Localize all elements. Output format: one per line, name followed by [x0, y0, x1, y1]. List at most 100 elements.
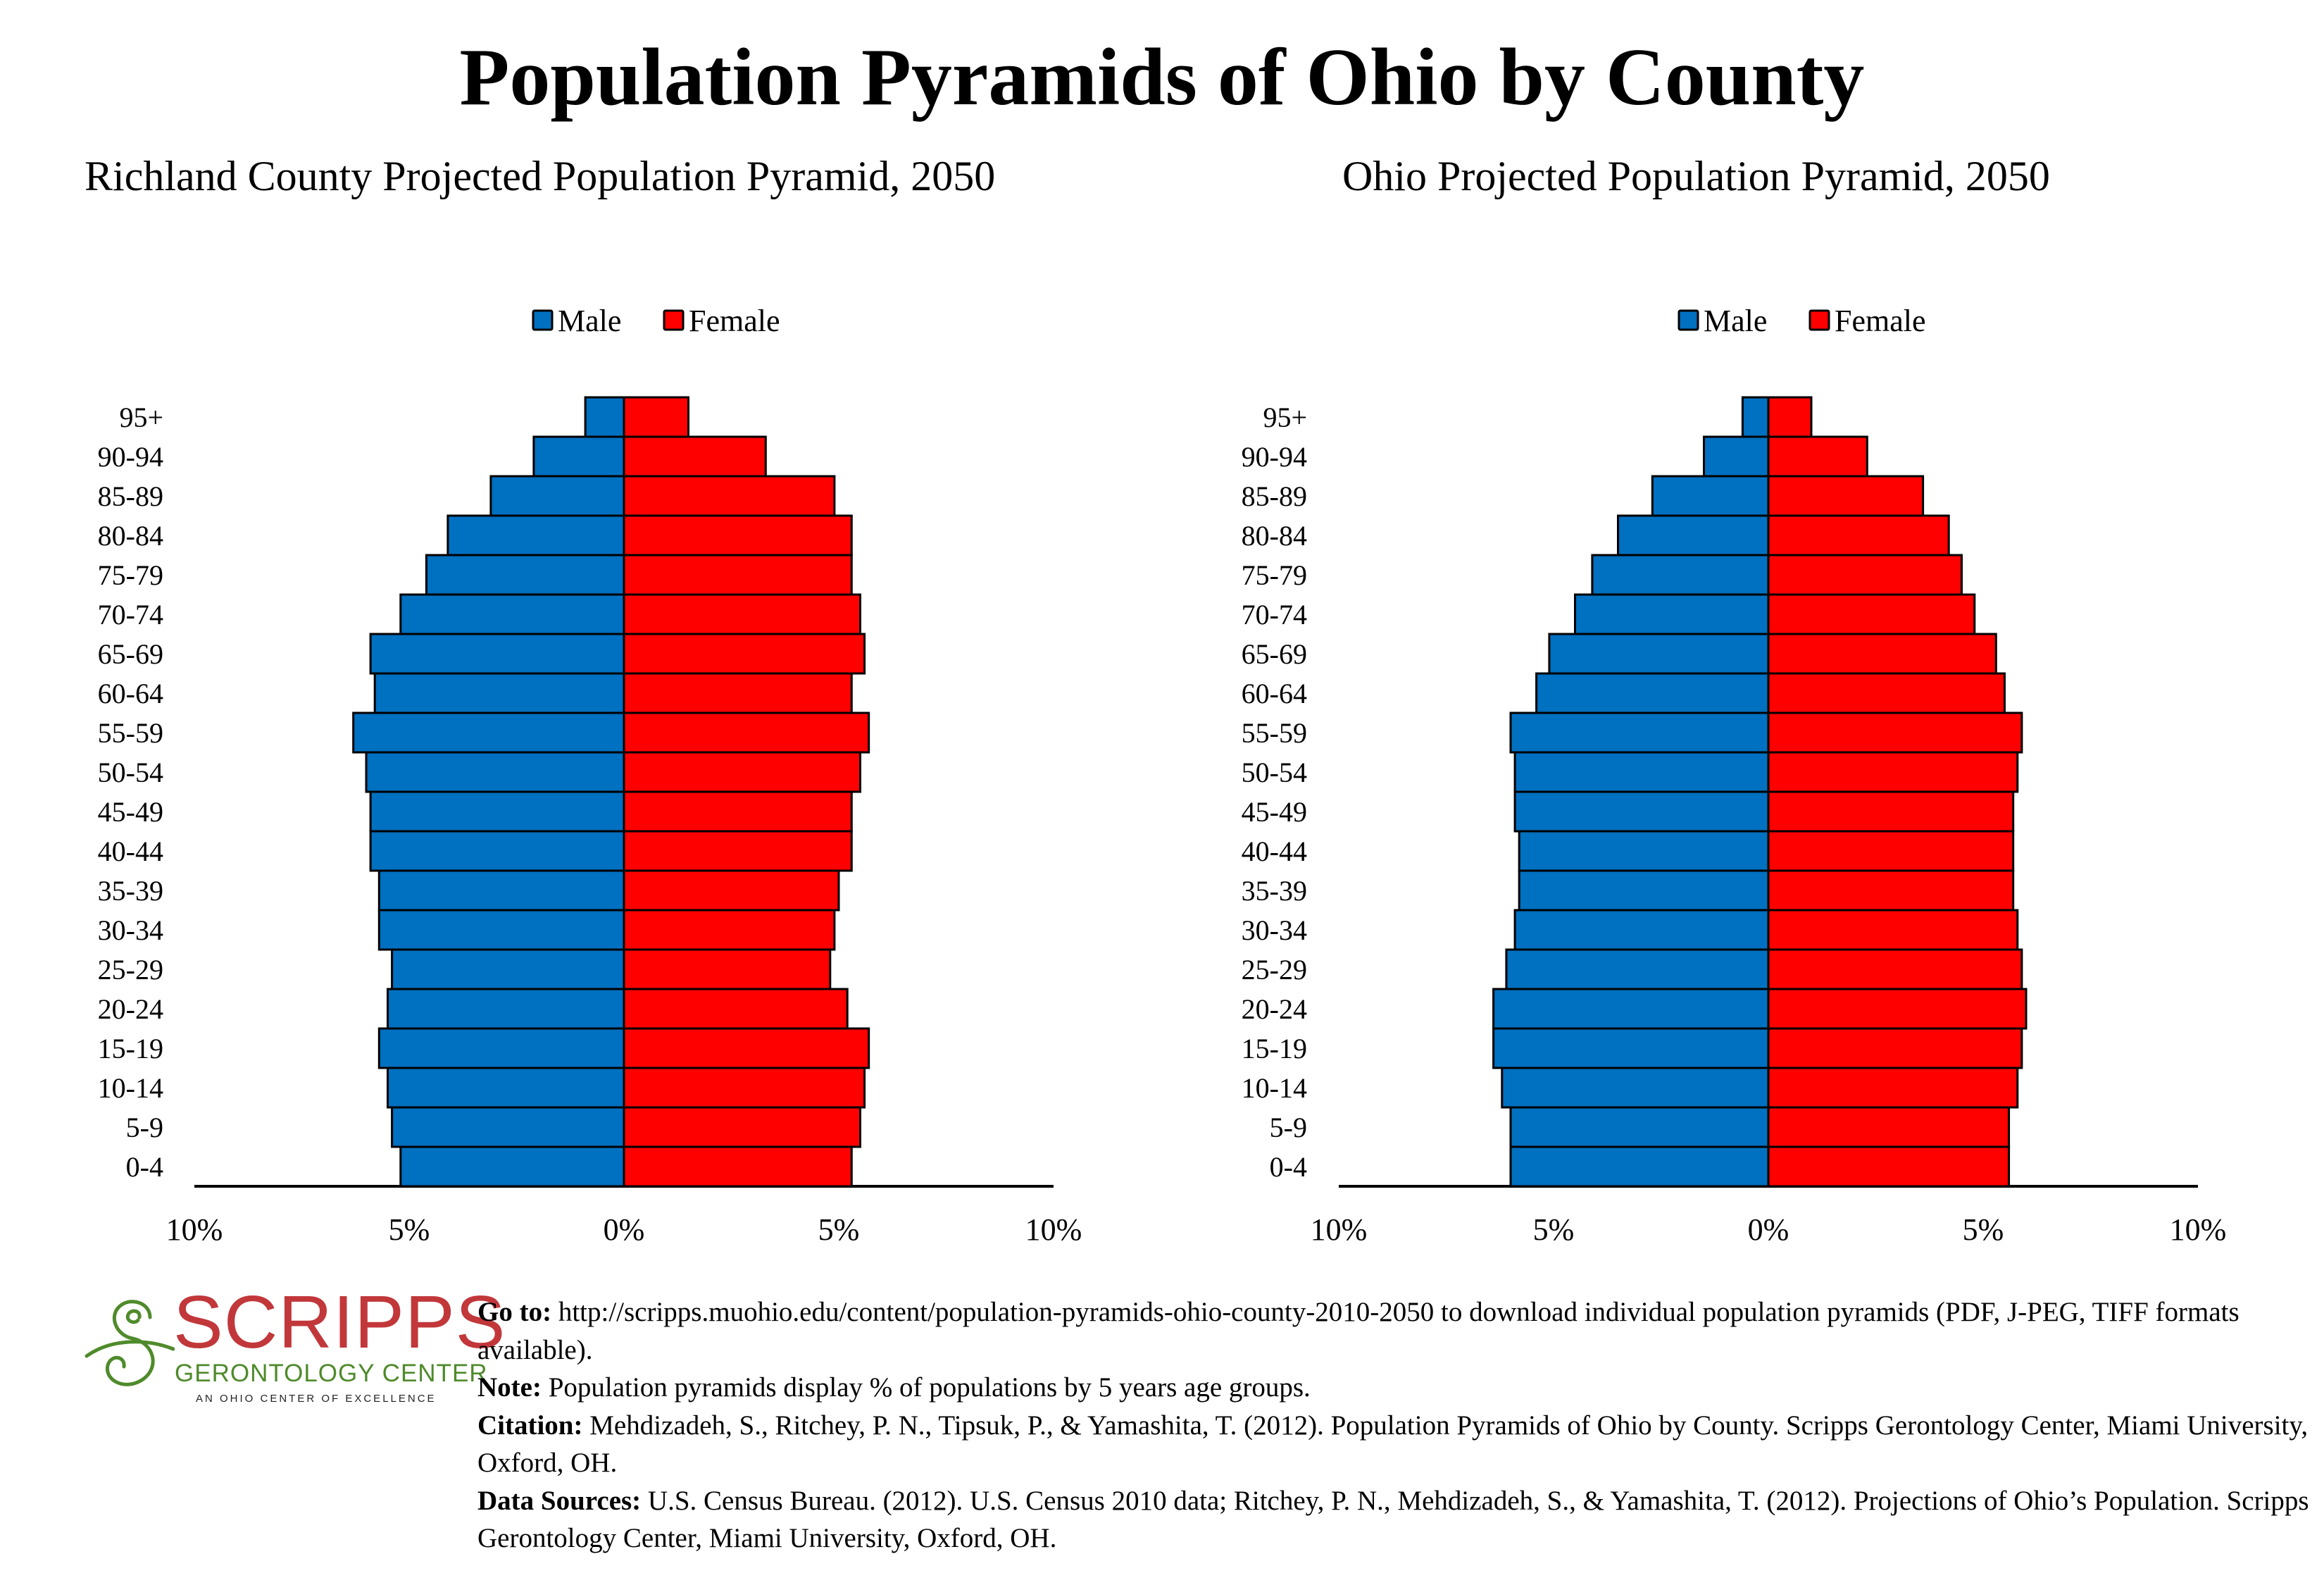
age-label: 60-64	[98, 678, 163, 709]
bar-male-75-79	[425, 554, 625, 596]
logo-subtitle: GERONTOLOGY CENTER	[175, 1360, 488, 1387]
page-title: Population Pyramids of Ohio by County	[459, 32, 1865, 123]
age-label: 85-89	[98, 480, 163, 512]
bar-male-30-34	[377, 909, 625, 951]
bar-male-65-69	[1548, 633, 1770, 675]
bar-male-10-14	[387, 1067, 625, 1109]
bar-female-35-39	[623, 869, 840, 912]
bar-male-65-69	[369, 633, 625, 675]
bar-female-15-19	[1767, 1027, 2023, 1069]
bar-male-10-14	[1501, 1067, 1770, 1109]
footer-note-text: Population pyramids display % of populat…	[541, 1372, 1311, 1403]
footer-sources: Data Sources: U.S. Census Bureau. (2012)…	[477, 1482, 2323, 1558]
age-label: 20-24	[98, 993, 163, 1025]
legend-female-label: Female	[1835, 304, 1926, 338]
x-tick-label: 10%	[2170, 1212, 2227, 1247]
x-tick-label: 10%	[1025, 1212, 1082, 1247]
bar-male-5-9	[391, 1106, 625, 1148]
bar-male-35-39	[1518, 869, 1770, 912]
bar-female-10-14	[623, 1067, 866, 1109]
age-label: 65-69	[1242, 638, 1307, 670]
legend-male-swatch	[532, 309, 554, 331]
age-label: 25-29	[98, 954, 163, 986]
bar-female-40-44	[623, 830, 853, 872]
age-label: 5-9	[1270, 1112, 1307, 1143]
age-label: 0-4	[126, 1151, 163, 1183]
age-label: 75-79	[1242, 559, 1307, 591]
bar-male-35-39	[377, 869, 625, 912]
bar-male-75-79	[1591, 554, 1770, 596]
bar-female-45-49	[1767, 790, 2015, 833]
bar-female-85-89	[623, 475, 836, 517]
footer-citation-label: Citation:	[477, 1410, 583, 1441]
bar-male-30-34	[1513, 909, 1770, 951]
bar-male-60-64	[1535, 672, 1770, 714]
age-label: 80-84	[1242, 520, 1307, 552]
bar-female-25-29	[623, 948, 832, 990]
bar-female-30-34	[1767, 909, 2019, 951]
chart-title-richland: Richland County Projected Population Pyr…	[85, 153, 996, 199]
bar-male-15-19	[1492, 1027, 1770, 1069]
age-label: 20-24	[1242, 993, 1307, 1025]
bar-female-95+	[623, 396, 689, 438]
legend-female-swatch	[663, 309, 685, 331]
age-label: 90-94	[1242, 441, 1307, 473]
bar-male-40-44	[1518, 830, 1770, 872]
age-label: 95+	[1263, 402, 1307, 433]
bar-male-20-24	[387, 988, 625, 1030]
bar-male-70-74	[1574, 593, 1770, 635]
bar-female-80-84	[623, 514, 853, 557]
age-label: 50-54	[98, 757, 163, 788]
scripps-logo: SCRIPPS GERONTOLOGY CENTER AN OHIO CENTE…	[83, 1282, 505, 1416]
bar-female-5-9	[1767, 1106, 2011, 1148]
bar-female-15-19	[623, 1027, 870, 1069]
x-tick-label: 5%	[1533, 1212, 1575, 1247]
bar-female-80-84	[1767, 514, 1950, 557]
bar-female-95+	[1767, 396, 1813, 438]
age-label: 15-19	[98, 1033, 163, 1064]
footer-goto-label: Go to:	[477, 1297, 552, 1327]
logo-wordmark: SCRIPPS	[173, 1281, 506, 1364]
legend-male-label: Male	[558, 304, 621, 338]
age-label: 45-49	[1242, 796, 1307, 828]
bar-female-25-29	[1767, 948, 2023, 990]
swirl-s-logo-icon	[85, 1300, 175, 1386]
bar-female-70-74	[623, 593, 861, 635]
age-label: 35-39	[98, 875, 163, 907]
bar-male-45-49	[1513, 790, 1770, 833]
bar-female-0-4	[623, 1145, 853, 1188]
bar-male-25-29	[1505, 948, 1770, 990]
bar-female-75-79	[623, 554, 853, 596]
bar-female-65-69	[623, 633, 866, 675]
bar-female-45-49	[623, 790, 853, 833]
logo-tagline: AN OHIO CENTER OF EXCELLENCE	[196, 1393, 437, 1405]
footer-goto: Go to: http://scripps.muohio.edu/content…	[477, 1293, 2323, 1369]
bar-male-50-54	[1513, 751, 1770, 793]
legend-female-label: Female	[689, 304, 780, 338]
footer-citation: Citation: Mehdizadeh, S., Ritchey, P. N.…	[477, 1407, 2323, 1482]
age-label: 40-44	[1242, 835, 1307, 867]
bar-female-75-79	[1767, 554, 1963, 596]
age-label: 10-14	[1242, 1072, 1307, 1104]
legend-male-label: Male	[1704, 304, 1767, 338]
age-label: 60-64	[1242, 678, 1307, 709]
x-tick-label: 5%	[818, 1212, 860, 1247]
bar-female-20-24	[623, 988, 849, 1030]
footer-goto-text: http://scripps.muohio.edu/content/popula…	[477, 1297, 2239, 1365]
bar-male-85-89	[1651, 475, 1770, 517]
legend-female-swatch	[1808, 309, 1830, 331]
bar-male-5-9	[1509, 1106, 1770, 1148]
age-label: 70-74	[1242, 599, 1307, 630]
bar-female-85-89	[1767, 475, 1925, 517]
bar-female-55-59	[1767, 711, 2023, 754]
age-label: 10-14	[98, 1072, 163, 1104]
bar-male-25-29	[391, 948, 625, 990]
bar-male-80-84	[1617, 514, 1770, 557]
footer-note-label: Note:	[477, 1372, 542, 1403]
bar-male-60-64	[373, 672, 625, 714]
bar-male-20-24	[1492, 988, 1770, 1030]
bar-female-60-64	[623, 672, 853, 714]
bar-male-90-94	[532, 435, 625, 478]
age-label: 5-9	[126, 1112, 163, 1143]
age-label: 55-59	[98, 717, 163, 749]
